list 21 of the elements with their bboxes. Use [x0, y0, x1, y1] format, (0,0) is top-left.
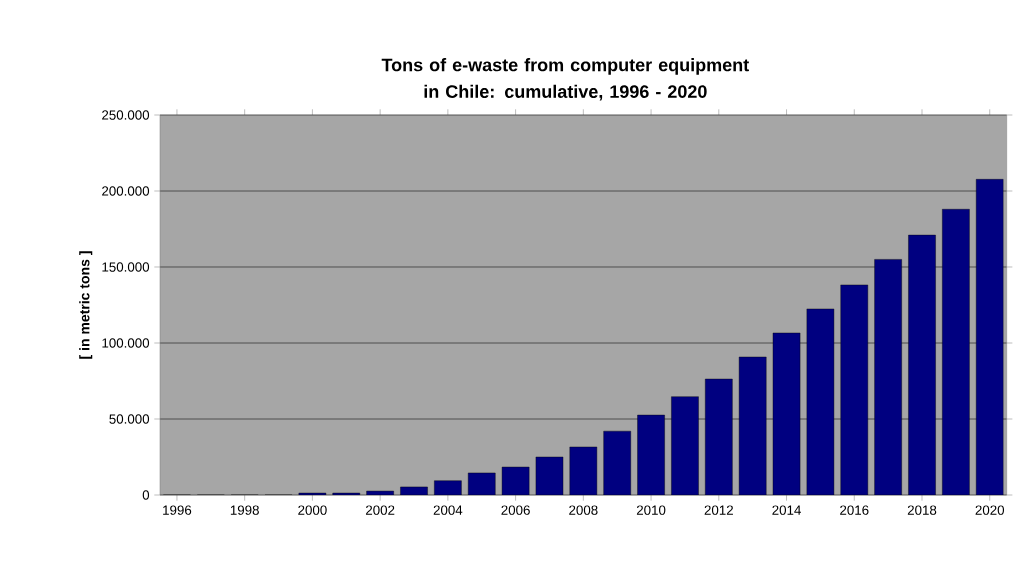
y-tick-label: 50.000	[109, 414, 150, 424]
x-tick-label: 2012	[704, 505, 733, 515]
y-tick-label: 150.000	[102, 262, 150, 272]
y-tick-label: 200.000	[102, 186, 150, 196]
x-tick-label: 1996	[163, 505, 192, 515]
x-tick-label: 2002	[365, 505, 395, 515]
y-tick-label: 0	[142, 490, 150, 500]
chart-title: Tons of e-waste from computer equipment in Chile: cumulative, 1996 - 2020	[381, 58, 749, 101]
x-tick-label: 2006	[501, 505, 530, 515]
x-tick-label: 2000	[298, 505, 327, 515]
x-tick-label: 2018	[907, 505, 937, 515]
x-tick-label: 2004	[433, 505, 463, 515]
x-tick-label: 2016	[840, 505, 869, 515]
y-tick-label: 100.000	[102, 338, 150, 348]
y-tick-label: 250.000	[102, 110, 150, 120]
x-tick-label: 2020	[975, 505, 1005, 515]
x-tick-label: 2014	[772, 505, 801, 515]
x-tick-label: 2010	[636, 505, 666, 515]
x-tick-label: 2008	[569, 505, 598, 515]
y-axis-title: [ in metric tons ]	[79, 251, 93, 359]
x-tick-label: 1998	[230, 505, 259, 515]
